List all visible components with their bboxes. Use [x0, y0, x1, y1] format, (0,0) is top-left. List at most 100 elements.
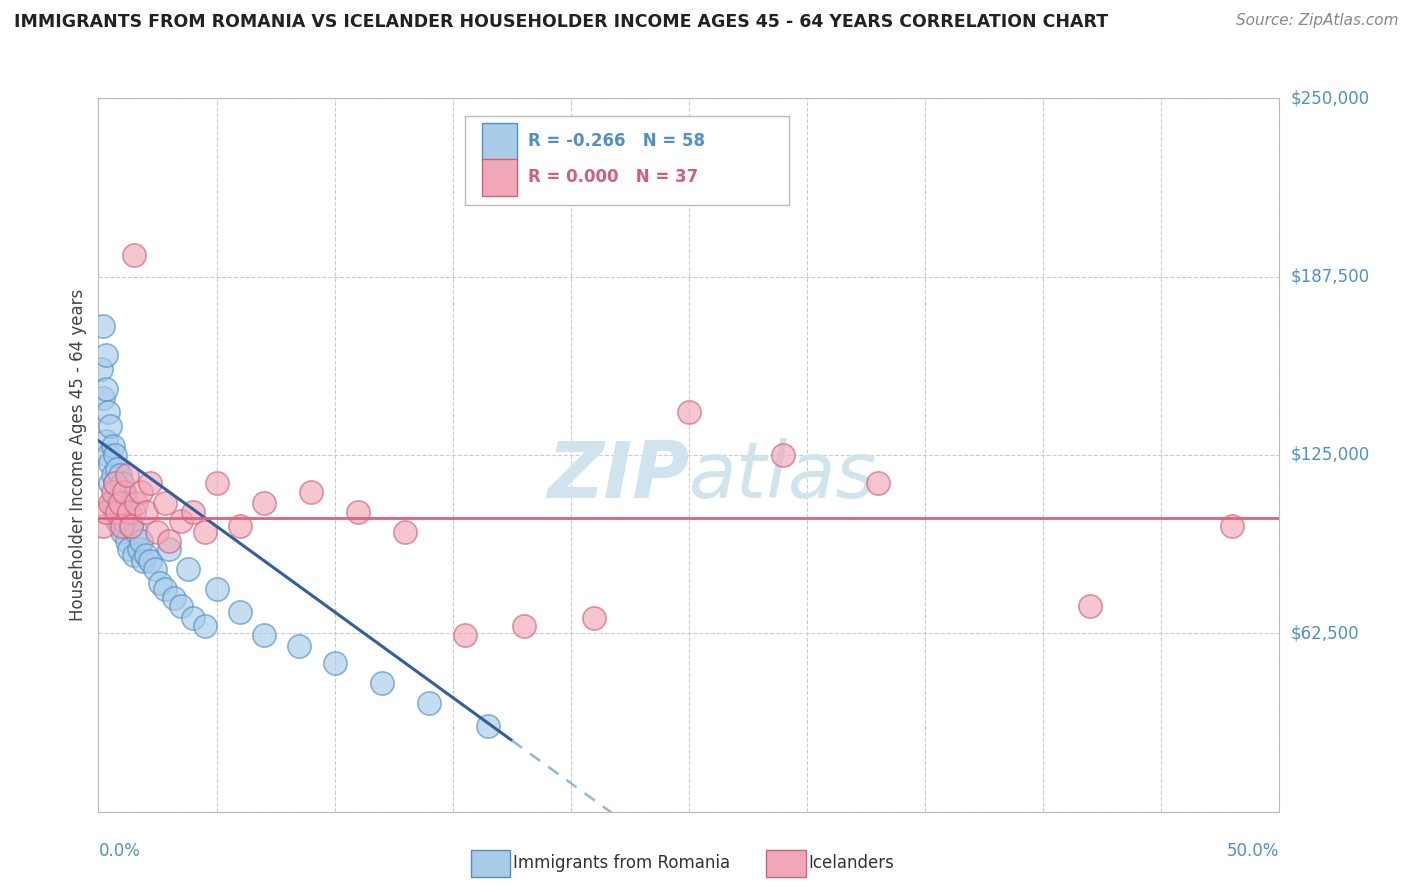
Point: [181, 610, 204, 624]
Text: ZIP: ZIP: [547, 438, 689, 515]
Point: [115, 467, 138, 482]
Point: [122, 548, 145, 562]
Point: [170, 514, 193, 528]
Point: [97, 448, 120, 462]
Point: [118, 505, 141, 519]
Text: $250,000: $250,000: [1291, 89, 1369, 107]
Point: [477, 719, 499, 733]
Point: [108, 519, 131, 533]
Text: $62,500: $62,500: [1291, 624, 1360, 642]
Point: [149, 576, 172, 591]
Point: [111, 519, 134, 533]
Point: [90, 362, 112, 376]
Point: [205, 476, 228, 491]
Point: [512, 619, 534, 633]
Point: [121, 519, 143, 533]
Text: Immigrants from Romania: Immigrants from Romania: [513, 855, 730, 872]
Point: [583, 610, 606, 624]
Point: [194, 524, 217, 539]
Point: [108, 491, 131, 505]
Point: [146, 524, 169, 539]
Point: [253, 628, 276, 642]
Text: 50.0%: 50.0%: [1227, 842, 1279, 860]
Point: [129, 485, 152, 500]
Point: [135, 548, 157, 562]
Point: [94, 505, 117, 519]
Point: [177, 562, 200, 576]
Point: [111, 476, 134, 491]
Text: R = 0.000   N = 37: R = 0.000 N = 37: [529, 168, 699, 186]
Text: R = -0.266   N = 58: R = -0.266 N = 58: [529, 132, 706, 150]
Point: [125, 496, 148, 510]
Point: [94, 382, 117, 396]
Point: [170, 599, 193, 614]
Point: [163, 591, 186, 605]
Point: [104, 476, 127, 491]
Point: [91, 319, 114, 334]
Point: [104, 505, 127, 519]
Point: [101, 485, 124, 500]
Point: [772, 448, 794, 462]
Point: [125, 524, 148, 539]
Point: [153, 582, 176, 596]
Point: [105, 505, 128, 519]
FancyBboxPatch shape: [482, 123, 516, 161]
Point: [157, 533, 180, 548]
Point: [98, 457, 121, 471]
Text: $187,500: $187,500: [1291, 268, 1369, 285]
Text: 0.0%: 0.0%: [98, 842, 141, 860]
Y-axis label: Householder Income Ages 45 - 64 years: Householder Income Ages 45 - 64 years: [69, 289, 87, 621]
Point: [101, 467, 124, 482]
Point: [91, 519, 114, 533]
Point: [112, 485, 135, 500]
Point: [112, 514, 135, 528]
Text: IMMIGRANTS FROM ROMANIA VS ICELANDER HOUSEHOLDER INCOME AGES 45 - 64 YEARS CORRE: IMMIGRANTS FROM ROMANIA VS ICELANDER HOU…: [14, 13, 1108, 31]
Point: [105, 485, 128, 500]
Point: [229, 519, 252, 533]
Point: [153, 496, 176, 510]
Text: Source: ZipAtlas.com: Source: ZipAtlas.com: [1236, 13, 1399, 29]
Point: [143, 562, 166, 576]
Point: [122, 505, 145, 519]
Point: [128, 542, 150, 557]
Point: [97, 405, 120, 419]
Point: [229, 605, 252, 619]
Point: [98, 476, 121, 491]
Point: [139, 476, 162, 491]
Point: [94, 434, 117, 448]
Point: [157, 542, 180, 557]
Point: [108, 467, 131, 482]
Point: [101, 496, 124, 510]
Point: [115, 496, 138, 510]
Point: [394, 524, 416, 539]
Point: [205, 582, 228, 596]
Point: [121, 519, 143, 533]
Point: [866, 476, 889, 491]
Point: [129, 533, 152, 548]
Point: [104, 448, 127, 462]
Point: [104, 476, 127, 491]
Point: [323, 657, 346, 671]
Point: [115, 533, 138, 548]
Point: [347, 505, 370, 519]
Text: atlas: atlas: [689, 438, 877, 515]
Point: [453, 628, 475, 642]
Point: [111, 496, 134, 510]
Point: [1220, 519, 1243, 533]
Point: [371, 676, 394, 690]
Point: [253, 496, 276, 510]
Point: [288, 639, 311, 653]
Point: [101, 439, 124, 453]
Point: [678, 405, 700, 419]
Point: [105, 514, 128, 528]
Point: [118, 505, 141, 519]
Point: [108, 496, 131, 510]
FancyBboxPatch shape: [482, 159, 516, 196]
Text: Icelanders: Icelanders: [808, 855, 894, 872]
Point: [112, 485, 135, 500]
Point: [299, 485, 322, 500]
Point: [91, 391, 114, 405]
Point: [105, 462, 128, 476]
Point: [132, 553, 155, 567]
Point: [135, 505, 157, 519]
